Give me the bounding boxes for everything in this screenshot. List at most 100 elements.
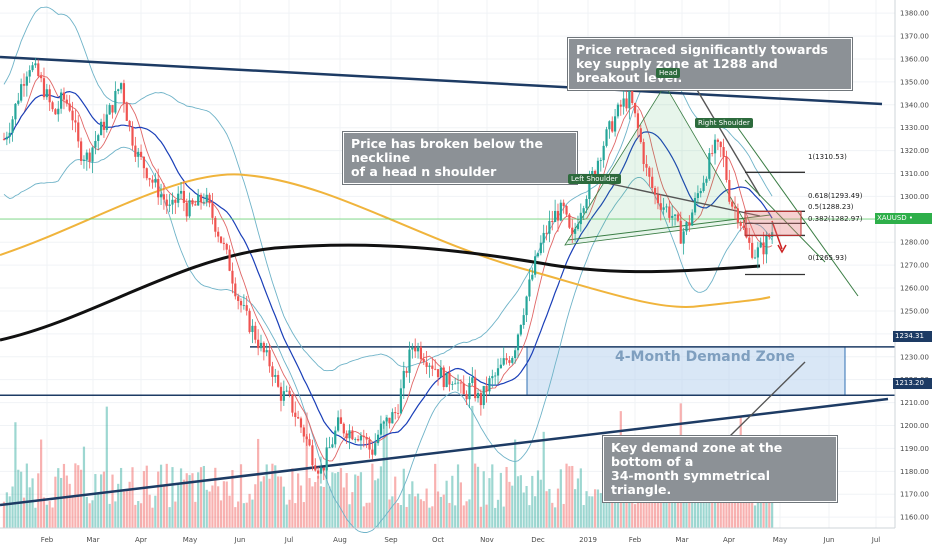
triangle-upper-trendline	[0, 55, 883, 106]
volume-bar	[182, 479, 185, 528]
candle-body	[499, 364, 502, 369]
volume-bar	[613, 492, 617, 528]
volume-bar	[439, 496, 442, 528]
volume-bar	[251, 499, 254, 528]
volume-bar	[208, 491, 211, 528]
volume-bar	[211, 485, 214, 528]
volume-bar	[179, 468, 183, 528]
volume-bar	[568, 466, 571, 528]
volume-bar	[328, 486, 331, 528]
candle-body	[365, 437, 368, 440]
candle-body	[711, 153, 714, 154]
x-tick-label: Sep	[384, 536, 398, 544]
candle-body	[54, 109, 57, 115]
candle-body	[742, 225, 745, 228]
volume-bar	[365, 502, 368, 528]
candle-body	[285, 390, 288, 392]
x-tick-label: Dec	[531, 536, 545, 544]
candle-body	[679, 220, 682, 244]
candle-body	[568, 214, 571, 228]
candle-body	[122, 83, 126, 104]
candle-body	[745, 227, 748, 238]
time-axis: Feb Mar Apr May Jun Jul Aug Sep Oct Nov Dec 2019 Feb…	[0, 527, 895, 544]
volume-bar	[348, 504, 351, 528]
last-price-tag: XAUUSD • 1285.66	[875, 213, 932, 233]
candle-body	[65, 99, 68, 104]
candle-body	[228, 249, 231, 271]
volume-bar	[442, 494, 445, 528]
candle-body	[725, 156, 728, 180]
volume-bar	[337, 472, 340, 528]
candle-body	[534, 256, 537, 275]
volume-bar	[262, 476, 265, 528]
volume-bar	[28, 487, 31, 528]
volume-bar	[556, 488, 560, 528]
callout-neckline: Price has broken below the neckline of a…	[343, 132, 577, 184]
candle-body	[194, 204, 197, 206]
pattern-label-left-shoulder: Left Shoulder	[568, 174, 621, 184]
volume-bar	[48, 501, 51, 528]
candle-body	[31, 65, 34, 71]
candle-body	[356, 439, 360, 441]
candle-body	[382, 421, 385, 424]
volume-bar	[454, 505, 457, 528]
candle-body	[396, 413, 400, 414]
volume-bar	[594, 489, 597, 528]
candle-body	[653, 187, 657, 195]
candle-body	[179, 190, 183, 194]
candle-body	[42, 78, 46, 98]
y-tick-label: 1250.00	[900, 307, 929, 315]
volume-bar	[308, 478, 311, 528]
candle-body	[756, 247, 759, 258]
y-tick-label: 1230.00	[900, 353, 929, 361]
candle-body	[613, 116, 617, 132]
volume-bar	[108, 503, 111, 528]
volume-bar	[168, 507, 171, 528]
volume-bar	[434, 463, 437, 528]
candle-body	[405, 370, 408, 373]
candle-body	[571, 227, 574, 234]
candle-body	[651, 176, 654, 188]
candle-body	[308, 439, 311, 446]
candle-body	[331, 444, 334, 448]
volume-bar	[508, 481, 511, 528]
candle-body	[294, 412, 297, 418]
candle-body	[625, 98, 628, 109]
candle-body	[585, 198, 588, 209]
x-tick-label: Nov	[480, 536, 494, 544]
candle-body	[662, 207, 665, 210]
candle-body	[422, 359, 425, 363]
volume-bar	[742, 483, 745, 528]
volume-bar	[171, 467, 174, 528]
y-tick-label: 1360.00	[900, 55, 929, 63]
volume-bar	[399, 505, 403, 528]
volume-bar	[608, 480, 611, 528]
y-tick-label: 1160.00	[900, 514, 929, 522]
y-tick-label: 1320.00	[900, 147, 929, 155]
candle-body	[671, 215, 674, 218]
candle-body	[25, 76, 28, 86]
candle-body	[2, 139, 6, 140]
volume-bar	[722, 481, 725, 528]
volume-bar	[419, 499, 423, 528]
volume-bar	[451, 475, 454, 528]
ma-long-line	[0, 243, 761, 342]
volume-bar	[20, 471, 23, 528]
candle-body	[97, 135, 100, 141]
x-tick-label: May	[773, 536, 787, 544]
candle-body	[391, 412, 394, 424]
level-tag-lower: 1213.20	[893, 378, 932, 389]
candle-body	[102, 121, 106, 130]
bollinger-lower	[3, 146, 773, 533]
candle-body	[348, 430, 351, 439]
candle-body	[428, 365, 431, 367]
candle-body	[542, 232, 545, 243]
callout-pointer-demand	[729, 361, 806, 437]
candle-body	[174, 199, 177, 203]
candle-body	[11, 119, 14, 133]
candle-body	[319, 467, 323, 474]
volume-bar	[571, 465, 574, 528]
candle-body	[354, 439, 357, 440]
volume-bar	[105, 406, 108, 528]
volume-bar	[248, 493, 251, 528]
